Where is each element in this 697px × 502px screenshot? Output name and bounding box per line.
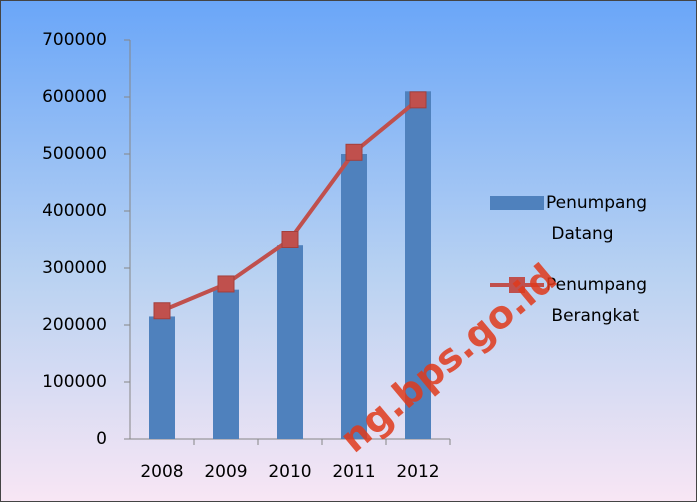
y-tick-label: 500000: [42, 144, 107, 164]
y-tick-label: 700000: [42, 30, 107, 50]
x-tick-label: 2011: [332, 462, 375, 482]
line-marker: [217, 275, 235, 293]
x-tick-label: 2012: [396, 462, 439, 482]
bar: [213, 289, 239, 439]
x-tick-label: 2009: [204, 462, 247, 482]
bar: [405, 91, 431, 440]
y-tick-label: 0: [96, 429, 107, 449]
legend-label: Penumpang Berangkat: [546, 275, 647, 326]
y-tick-label: 100000: [42, 372, 107, 392]
bar: [277, 245, 303, 439]
x-tick-label: 2010: [268, 462, 311, 482]
y-tick-label: 600000: [42, 87, 107, 107]
line-marker: [153, 302, 171, 320]
legend-label: Penumpang Datang: [546, 193, 647, 244]
bar: [341, 154, 367, 439]
line-marker: [345, 143, 363, 161]
legend-swatch: [509, 277, 525, 293]
line-marker: [281, 231, 299, 248]
line-marker: [409, 91, 427, 109]
x-tick-label: 2008: [140, 462, 183, 482]
legend-swatch: [490, 196, 544, 210]
y-tick-label: 300000: [42, 258, 107, 278]
y-tick-label: 200000: [42, 315, 107, 335]
y-tick-label: 400000: [42, 201, 107, 221]
bar: [149, 316, 175, 439]
